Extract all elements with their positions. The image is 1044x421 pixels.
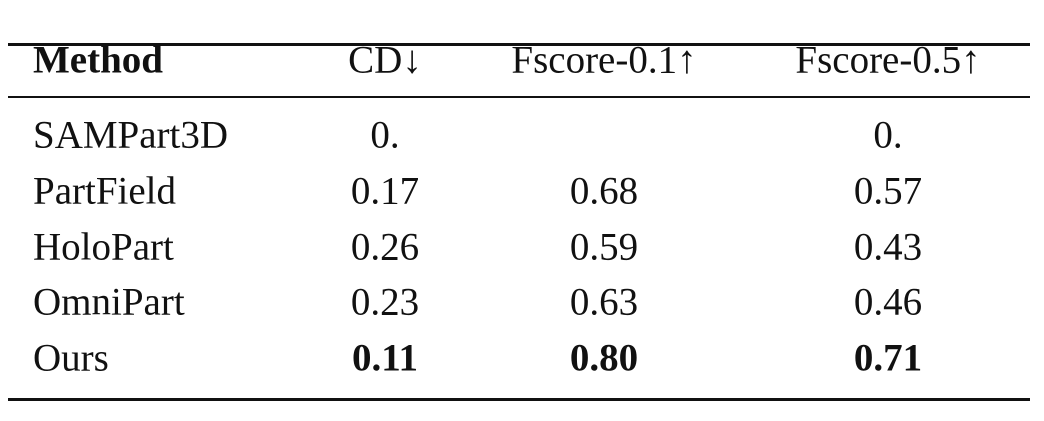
metric-value: 0.68 xyxy=(569,169,639,213)
header-cell: CD↓ xyxy=(348,38,422,82)
metric-value: 0.57 xyxy=(853,169,923,213)
metric-value: 0.80 xyxy=(569,336,639,380)
metric-value: 0.43 xyxy=(853,225,923,269)
method-name: SAMPart3D xyxy=(33,113,229,157)
metric-value: 0.23 xyxy=(350,280,420,324)
metric-value: 0.63 xyxy=(569,280,639,324)
method-name: Ours xyxy=(33,336,109,380)
mid-rule xyxy=(8,96,1030,98)
method-name: OmniPart xyxy=(33,280,185,324)
metric-value: 0.71 xyxy=(853,336,923,380)
method-name: HoloPart xyxy=(33,225,174,269)
metric-value: 0.11 xyxy=(351,336,419,380)
header-cell: Method xyxy=(33,38,163,82)
header-cell: Fscore-0.5↑ xyxy=(795,38,981,82)
metric-value: 0. xyxy=(873,113,903,157)
top-rule xyxy=(8,43,1030,46)
method-name: PartField xyxy=(33,169,176,213)
metric-value: 0.59 xyxy=(569,225,639,269)
metric-value: 0.26 xyxy=(350,225,420,269)
metric-value: 0. xyxy=(370,113,400,157)
bottom-rule xyxy=(8,398,1030,401)
header-cell: Fscore-0.1↑ xyxy=(511,38,697,82)
metric-value: 0.46 xyxy=(853,280,923,324)
metric-value: 0.17 xyxy=(350,169,420,213)
